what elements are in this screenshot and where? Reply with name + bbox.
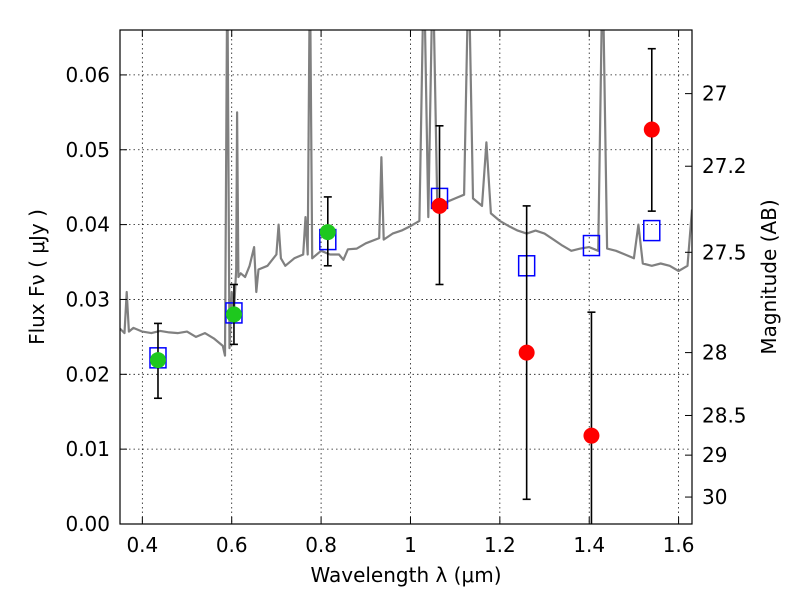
y-tick-label: 0.05 [65, 138, 110, 162]
y-tick-label: 0.06 [65, 63, 110, 87]
data-point-red [518, 344, 535, 361]
plot-background [120, 30, 692, 524]
x-tick-label: 1.6 [663, 533, 695, 557]
model-photometry-square [643, 219, 661, 242]
data-point-red [643, 121, 660, 138]
right-tick-label: 28.5 [702, 403, 747, 427]
right-tick-label: 28 [702, 341, 727, 365]
data-point-red [431, 197, 448, 214]
x-axis-label: Wavelength λ (μm) [310, 563, 501, 587]
plot-content [120, 30, 692, 524]
y-tick-label: 0.01 [65, 437, 110, 461]
data-point-green [149, 352, 166, 369]
right-tick-label: 27.2 [702, 154, 747, 178]
x-tick-label: 1.2 [484, 533, 516, 557]
x-tick-label: 0.4 [126, 533, 158, 557]
y-tick-label: 0.02 [65, 362, 110, 386]
y-axis: 0.00 0.01 0.02 0.03 0.04 0.05 0.06 [65, 63, 127, 536]
data-point-green [225, 306, 242, 323]
data-point-green [319, 224, 336, 241]
y-tick-label: 0.04 [65, 213, 110, 237]
x-tick-label: 1.4 [573, 533, 605, 557]
model-photometry-square [582, 234, 601, 257]
y-axis-label: Flux Fν ( μJy ) [25, 209, 49, 345]
x-tick-label: 0.8 [305, 533, 337, 557]
right-tick-label: 29 [702, 443, 727, 467]
y-tick-label: 0.00 [65, 512, 110, 536]
model-spectrum-line [120, 30, 692, 357]
x-tick-label: 1 [404, 533, 417, 557]
right-axis: 27 27.2 27.5 28 28.5 29 30 [685, 82, 747, 509]
y-tick-label: 0.03 [65, 287, 110, 311]
right-tick-label: 27 [702, 82, 727, 106]
x-tick-label: 0.6 [216, 533, 248, 557]
right-tick-label: 30 [702, 485, 727, 509]
right-tick-label: 27.5 [702, 240, 747, 264]
data-point-red [583, 427, 600, 444]
x-axis: 0.4 0.6 0.8 1 1.2 1.4 1.6 [126, 30, 695, 557]
plot-frame [119, 29, 693, 525]
right-axis-label: Magnitude (AB) [757, 199, 781, 354]
